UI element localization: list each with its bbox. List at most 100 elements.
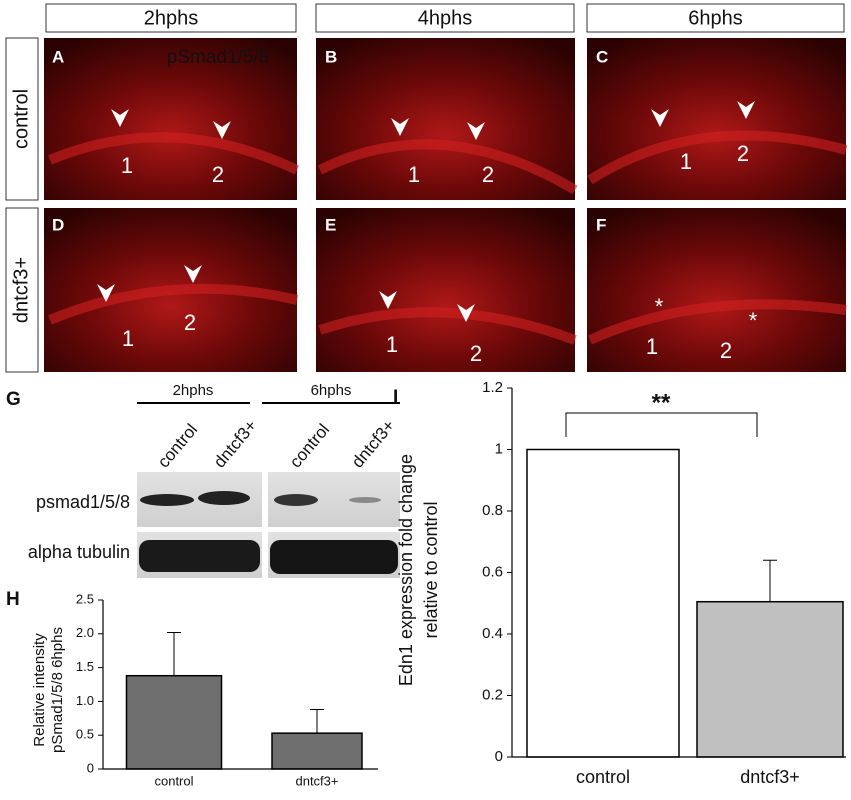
region-label: 2 (470, 341, 482, 366)
x-tick-label: control (576, 767, 630, 787)
panel-letter: F (596, 215, 606, 234)
arrowheads (97, 101, 755, 322)
region-label: 1 (386, 332, 398, 357)
region-label: 1 (122, 326, 134, 351)
y-axis-label: relative to control (421, 501, 441, 638)
panel-letter: B (325, 47, 337, 66)
image-grid (44, 38, 848, 372)
x-tick-label: dntcf3+ (740, 767, 800, 787)
region-label: * (749, 308, 758, 333)
panel-letter: H (6, 589, 20, 610)
region-label: 2 (212, 162, 224, 187)
stain-label: pSmad1/5/8 (167, 47, 269, 68)
column-header: 6hphs (688, 7, 743, 29)
region-label: 2 (720, 338, 732, 363)
y-axis-label: pSmad1/5/8 6hphs (49, 627, 66, 753)
arrowhead (379, 291, 397, 309)
group-label: 2hphs (173, 382, 214, 399)
region-label: 1 (680, 149, 692, 174)
row-label: control (10, 89, 32, 149)
row-box (5, 207, 39, 373)
bar (696, 600, 844, 758)
row-box (5, 37, 39, 201)
y-tick-label: 0.8 (482, 502, 503, 519)
lane-label: dntcf3+ (348, 416, 399, 471)
arrowhead (651, 109, 669, 127)
column-header: 4hphs (418, 7, 473, 29)
x-tick-label: dntcf3+ (295, 773, 338, 788)
y-tick-label: 0.2 (482, 686, 503, 703)
significance-bracket (565, 412, 758, 437)
lane-label: dntcf3+ (210, 416, 261, 471)
axes (102, 600, 378, 770)
y-tick-label: 0.4 (482, 625, 503, 642)
arrowhead (391, 118, 409, 136)
x-tick-label: control (154, 773, 193, 788)
region-label: 2 (184, 310, 196, 335)
micrograph (316, 208, 575, 372)
lane-label: control (154, 420, 201, 471)
arrowhead (111, 109, 129, 127)
blot-row-label: psmad1/5/8 (36, 492, 130, 512)
blots (137, 472, 400, 578)
bar (125, 674, 223, 770)
micrograph (44, 38, 297, 200)
error-bar (310, 709, 324, 734)
tissue-arcs (48, 130, 848, 345)
y-axis-label: Edn1 expression fold change (396, 454, 416, 686)
panel-letter: A (52, 47, 64, 66)
region-label: 1 (121, 153, 133, 178)
y-tick-label: 0.5 (76, 727, 94, 742)
header-box (586, 3, 845, 33)
y-tick-label: 1.2 (482, 379, 503, 396)
y-tick-label: 2.0 (76, 625, 94, 640)
region-label: 1 (408, 162, 420, 187)
panel-letter: D (52, 215, 64, 234)
band (349, 497, 381, 503)
region-label: 2 (482, 162, 494, 187)
significance: ** (652, 389, 671, 416)
bar (271, 732, 363, 770)
band (139, 540, 260, 572)
y-tick-label: 0.6 (482, 563, 503, 580)
arrowhead (213, 121, 231, 139)
panel-letter: C (596, 47, 608, 66)
panel-letter: E (325, 215, 336, 234)
arrowhead (737, 101, 755, 119)
y-tick-label: 1.0 (76, 693, 94, 708)
y-tick-label: 1.5 (76, 659, 94, 674)
y-tick-label: 0 (87, 760, 94, 775)
region-label: * (655, 294, 664, 319)
y-tick-label: 2.5 (76, 591, 94, 606)
axes (511, 388, 846, 758)
arrowhead (184, 265, 202, 283)
lane-label: control (286, 420, 333, 471)
micrograph (587, 208, 846, 372)
y-tick-label: 1 (495, 440, 503, 457)
error-bar (763, 559, 777, 602)
error-bar (167, 631, 181, 676)
header-box (45, 3, 297, 33)
region-label: 2 (737, 141, 749, 166)
micrograph (587, 38, 846, 200)
band (274, 494, 318, 506)
y-axis-label: Relative intensity (31, 633, 48, 747)
panel-letter: G (6, 389, 21, 410)
arrowhead (97, 284, 115, 302)
band (140, 494, 194, 506)
y-tick-label: 0 (495, 748, 503, 765)
panel-letter: I (393, 387, 398, 408)
row-label: dntcf3+ (10, 257, 32, 323)
blot-row-label: alpha tubulin (28, 542, 130, 562)
bar (526, 448, 680, 758)
band (270, 540, 398, 574)
column-header: 2hphs (144, 7, 199, 29)
micrograph (316, 38, 575, 200)
group-label: 6hphs (311, 382, 352, 399)
arrowhead (467, 122, 485, 140)
header-box (315, 3, 575, 33)
band (198, 491, 250, 505)
region-label: 1 (646, 334, 658, 359)
